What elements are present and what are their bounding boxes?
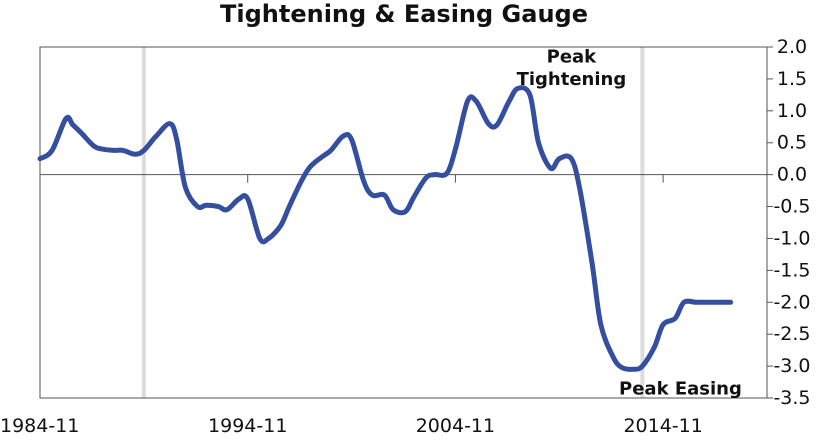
y-tick-label: -1.0 [773, 227, 810, 249]
y-tick-label: -2.5 [773, 323, 810, 345]
y-tick-label: -3.5 [773, 387, 810, 409]
y-tick-label: 0.0 [777, 164, 807, 186]
x-tick-label: 1994-11 [208, 415, 287, 437]
y-tick-label: -3.0 [773, 355, 810, 377]
annotation-label: Tightening [517, 69, 627, 90]
y-tick-label: 1.0 [777, 100, 807, 122]
y-tick-label: 2.0 [777, 36, 807, 58]
x-tick-label: 2014-11 [623, 415, 702, 437]
x-tick-label: 2004-11 [416, 415, 495, 437]
y-tick-label: 0.5 [777, 132, 807, 154]
annotation-label: Peak [547, 47, 598, 68]
y-tick-label: -1.5 [773, 259, 810, 281]
y-tick-label: -0.5 [773, 196, 810, 218]
chart-title: Tightening & Easing Gauge [220, 0, 588, 28]
y-tick-label: 1.5 [777, 68, 807, 90]
y-tick-label: -2.0 [773, 291, 810, 313]
plot-area: 2.0 1.5 1.0 0.5 0.0 -0.5 -1.0 -1.5 -2.0 -2.5 -3.0 -… [0, 36, 811, 437]
annotation-label: Peak Easing [619, 378, 742, 399]
series-line-0 [37, 85, 734, 372]
x-tick-label: 1984-11 [0, 415, 79, 437]
plot-frame [39, 46, 768, 399]
